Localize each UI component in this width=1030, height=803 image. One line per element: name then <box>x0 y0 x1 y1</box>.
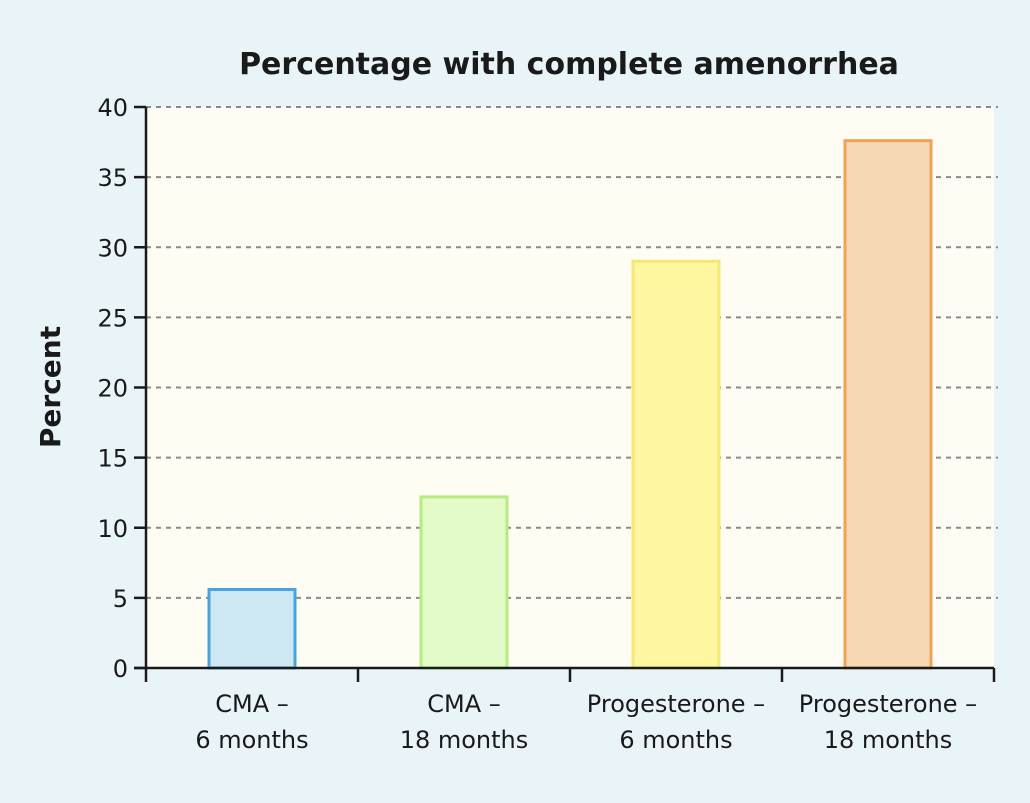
y-tick-label: 10 <box>97 515 128 543</box>
x-category-label: 6 months <box>195 726 308 754</box>
bar <box>843 139 933 670</box>
y-tick-labels: 0 5 10 15 20 25 30 35 40 <box>97 94 128 683</box>
y-tick-label: 30 <box>97 234 128 262</box>
x-category-labels: CMA – 6 months CMA – 18 months Progesterone … <box>195 690 977 754</box>
x-category-label: CMA – <box>215 690 289 718</box>
y-tick-label: 5 <box>113 585 128 613</box>
y-tick-label: 35 <box>97 164 128 192</box>
x-category-label: Progesterone – <box>587 690 765 718</box>
y-tick-label: 20 <box>97 375 128 403</box>
y-tick-label: 15 <box>97 445 128 473</box>
y-tick-label: 40 <box>97 94 128 122</box>
y-tick-label: 0 <box>113 655 128 683</box>
x-category-label: Progesterone – <box>799 690 977 718</box>
y-tick-label: 25 <box>97 304 128 332</box>
chart-title: Percentage with complete amenorrhea <box>239 47 899 82</box>
y-axis-label: Percent <box>34 326 67 448</box>
x-category-label: 18 months <box>400 726 529 754</box>
bar <box>419 495 509 670</box>
x-category-label: CMA – <box>427 690 501 718</box>
x-category-label: 18 months <box>824 726 953 754</box>
axes <box>134 105 996 682</box>
bar <box>631 259 721 670</box>
bar <box>207 587 297 670</box>
x-category-label: 6 months <box>619 726 732 754</box>
